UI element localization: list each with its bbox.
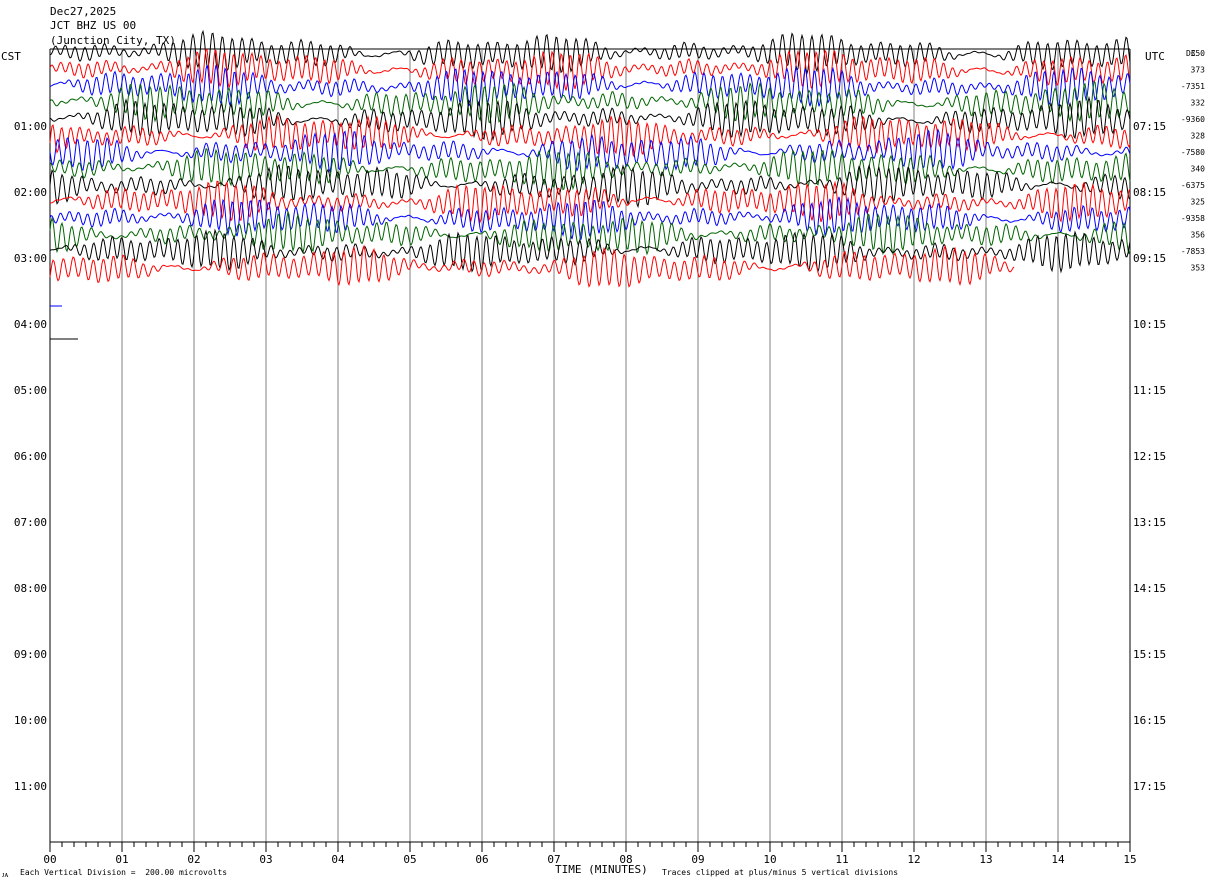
dc-offset-value: -9358 bbox=[1181, 214, 1205, 223]
scale-note: Each Vertical Division = 200.00 microvol… bbox=[20, 868, 228, 877]
header-date: Dec27,2025 bbox=[50, 5, 117, 18]
dc-offset-value: -6375 bbox=[1181, 181, 1205, 190]
cst-hour-label: 07:00 bbox=[14, 516, 47, 529]
cst-hour-label: 09:00 bbox=[14, 648, 47, 661]
x-tick-label: 00 bbox=[43, 853, 56, 866]
utc-hour-label: 13:15 bbox=[1133, 516, 1166, 529]
utc-hour-label: 07:15 bbox=[1133, 120, 1166, 133]
dc-offset-value: 356 bbox=[1191, 231, 1206, 240]
seismic-trace-5 bbox=[49, 95, 1131, 142]
x-tick-label: 09 bbox=[691, 853, 704, 866]
x-tick-label: 08 bbox=[619, 853, 632, 866]
seismic-trace-13 bbox=[49, 228, 1131, 274]
seismic-trace-7 bbox=[49, 128, 1131, 174]
utc-hour-label: 11:15 bbox=[1133, 384, 1166, 397]
seismic-trace-1 bbox=[49, 29, 1131, 75]
utc-hour-label: 14:15 bbox=[1133, 582, 1166, 595]
x-tick-label: 13 bbox=[979, 853, 992, 866]
seismic-trace-11 bbox=[49, 196, 1131, 240]
x-tick-label: 03 bbox=[259, 853, 272, 866]
x-tick-label: 05 bbox=[403, 853, 416, 866]
seismic-trace-4 bbox=[49, 81, 1131, 124]
x-tick-label: 07 bbox=[547, 853, 560, 866]
seismic-trace-2 bbox=[49, 48, 1131, 91]
utc-hour-label: 08:15 bbox=[1133, 186, 1166, 199]
dc-offset-value: 373 bbox=[1191, 66, 1206, 75]
dc-label: DC bbox=[1186, 49, 1196, 58]
cst-hour-label: 02:00 bbox=[14, 186, 47, 199]
dc-offset-value: -7853 bbox=[1181, 247, 1205, 256]
dc-offset-value: 340 bbox=[1191, 165, 1206, 174]
header-location: (Junction City, TX) bbox=[50, 34, 176, 47]
x-tick-label: 01 bbox=[115, 853, 128, 866]
logo-mark: ᴊᴀ bbox=[2, 870, 9, 879]
cst-hour-label: 01:00 bbox=[14, 120, 47, 133]
dc-offset-value: -7351 bbox=[1181, 82, 1205, 91]
header-station: JCT BHZ US 00 bbox=[50, 19, 137, 32]
dc-offset-value: 353 bbox=[1191, 264, 1206, 273]
x-tick-label: 04 bbox=[331, 853, 345, 866]
x-tick-label: 06 bbox=[475, 853, 488, 866]
x-tick-label: 10 bbox=[763, 853, 776, 866]
cst-hour-label: 06:00 bbox=[14, 450, 47, 463]
cst-label: CST bbox=[1, 50, 21, 63]
dc-offset-value: 325 bbox=[1191, 198, 1206, 207]
dc-offset-value: 350 bbox=[1191, 49, 1206, 58]
seismic-trace-10 bbox=[49, 180, 1131, 225]
seismic-trace-9 bbox=[49, 163, 1131, 209]
utc-hour-label: 10:15 bbox=[1133, 318, 1166, 331]
seismic-trace-14 bbox=[49, 244, 1015, 288]
x-tick-label: 11 bbox=[835, 853, 848, 866]
dc-offset-value: 328 bbox=[1191, 132, 1206, 141]
x-axis-label: TIME (MINUTES) bbox=[555, 863, 648, 876]
x-tick-label: 15 bbox=[1123, 853, 1136, 866]
seismic-trace-8 bbox=[49, 148, 1131, 191]
utc-hour-label: 12:15 bbox=[1133, 450, 1166, 463]
utc-hour-label: 16:15 bbox=[1133, 714, 1166, 727]
x-tick-label: 12 bbox=[907, 853, 920, 866]
dc-offset-value: -9360 bbox=[1181, 115, 1205, 124]
x-tick-label: 02 bbox=[187, 853, 200, 866]
cst-hour-label: 10:00 bbox=[14, 714, 47, 727]
cst-hour-label: 04:00 bbox=[14, 318, 47, 331]
cst-hour-label: 11:00 bbox=[14, 780, 47, 793]
utc-label: UTC bbox=[1145, 50, 1165, 63]
cst-hour-label: 05:00 bbox=[14, 384, 47, 397]
x-tick-label: 14 bbox=[1051, 853, 1065, 866]
utc-hour-label: 15:15 bbox=[1133, 648, 1166, 661]
dc-offset-value: 332 bbox=[1191, 99, 1206, 108]
dc-offset-value: -7580 bbox=[1181, 148, 1205, 157]
seismic-trace-3 bbox=[49, 64, 1131, 107]
utc-hour-label: 17:15 bbox=[1133, 780, 1166, 793]
cst-hour-label: 08:00 bbox=[14, 582, 47, 595]
cst-hour-label: 03:00 bbox=[14, 252, 47, 265]
clip-note: Traces clipped at plus/minus 5 vertical … bbox=[662, 868, 899, 877]
utc-hour-label: 09:15 bbox=[1133, 252, 1166, 265]
